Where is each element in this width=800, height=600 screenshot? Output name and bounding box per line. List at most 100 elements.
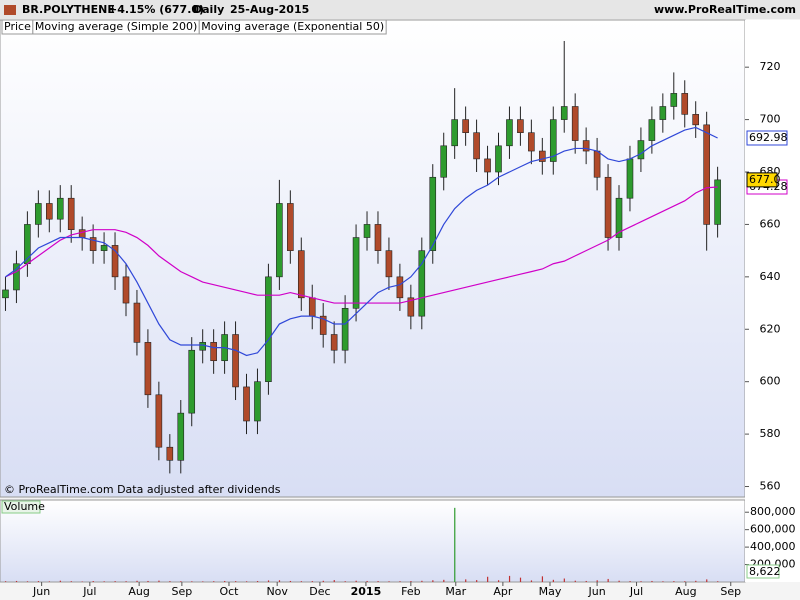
candle-body xyxy=(681,93,689,115)
x-tick-label: Sep xyxy=(720,585,741,598)
x-tick-label: Aug xyxy=(675,585,696,598)
x-tick-label: Dec xyxy=(309,585,330,598)
moving-average-line xyxy=(5,126,718,357)
volume-tag xyxy=(1,500,41,514)
candle-body xyxy=(440,145,448,178)
candle-body xyxy=(13,263,20,291)
volume-bar xyxy=(70,581,72,582)
candle-body xyxy=(254,381,261,422)
legend-entry: Moving average (Exponential 50) xyxy=(201,20,384,33)
volume-bar xyxy=(333,580,335,582)
candle-body xyxy=(560,106,568,120)
volume-bar xyxy=(487,576,489,582)
volume-bar xyxy=(421,580,423,582)
volume-bar xyxy=(563,578,565,582)
candle-body xyxy=(133,302,141,343)
volume-bar xyxy=(344,581,346,582)
x-tick-label: Jun xyxy=(588,585,606,598)
candle-body xyxy=(89,237,97,251)
candle-body xyxy=(582,140,590,152)
volume-bar xyxy=(476,580,478,582)
volume-bar xyxy=(92,581,94,582)
candle-body xyxy=(100,245,108,251)
volume-bar xyxy=(388,581,390,582)
volume-bar xyxy=(267,580,270,582)
volume-bar xyxy=(651,580,653,582)
volume-bar xyxy=(311,581,313,582)
candle-body xyxy=(56,197,64,220)
candle-body xyxy=(637,140,645,160)
candle-body xyxy=(2,289,9,299)
volume-bar xyxy=(366,580,368,582)
close-icon[interactable] xyxy=(4,5,16,15)
volume-bar xyxy=(465,579,467,582)
x-tick-label: Jul xyxy=(82,585,96,598)
volume-bar xyxy=(519,577,522,582)
volume-bar xyxy=(574,580,576,582)
y-tick-label: 560 xyxy=(760,480,781,493)
legend-entry: Moving average (Simple 200) xyxy=(35,20,197,33)
candle-body xyxy=(276,203,283,278)
candle-body xyxy=(308,297,316,317)
volume-bar xyxy=(81,581,83,582)
volume-bar xyxy=(158,580,160,582)
x-tick-label: Mar xyxy=(445,585,466,598)
volume-bar xyxy=(530,580,533,582)
y-tick-label: 720 xyxy=(760,60,781,73)
volume-bar xyxy=(399,581,401,582)
y-tick-label: 600 xyxy=(760,375,781,388)
y-tick-label: 580 xyxy=(760,427,781,440)
volume-bar xyxy=(169,581,171,582)
volume-bar xyxy=(224,580,226,582)
candle-body xyxy=(319,315,327,335)
candle-body xyxy=(363,224,371,238)
volume-bar xyxy=(37,581,40,582)
candle-body xyxy=(297,250,305,299)
candle-body xyxy=(648,119,656,141)
candle-body xyxy=(287,203,294,251)
candle-body xyxy=(539,150,546,162)
x-tick-label: Oct xyxy=(219,585,239,598)
moving-average-line xyxy=(5,186,718,304)
candle-body xyxy=(374,224,382,251)
footer: © ProRealTime.com Data adjusted after di… xyxy=(4,483,281,496)
y-tick-label: 800,000 xyxy=(750,505,796,518)
candle-body xyxy=(166,446,174,461)
volume-bar xyxy=(377,581,379,582)
candle-body xyxy=(484,158,491,173)
volume-bar xyxy=(673,581,675,582)
volume-bar xyxy=(454,507,456,582)
volume-bar xyxy=(618,580,620,582)
volume-bar xyxy=(4,581,7,582)
candle-body xyxy=(341,307,349,351)
x-tick-label: Sep xyxy=(172,585,193,598)
candle-body xyxy=(396,276,404,299)
volume-bar xyxy=(125,581,127,582)
volume-bar xyxy=(48,581,51,582)
candle-body xyxy=(352,237,360,309)
candle-body xyxy=(177,412,185,461)
x-tick-label: Aug xyxy=(128,585,149,598)
volume-bar xyxy=(147,580,149,582)
volume-bar xyxy=(706,579,708,582)
volume-bar xyxy=(180,581,182,582)
candle-body xyxy=(407,297,415,317)
candle-body xyxy=(692,114,699,126)
volume-bar xyxy=(114,581,116,582)
candle-body xyxy=(199,342,206,351)
period: Daily xyxy=(193,3,224,16)
last-value-box xyxy=(746,130,788,146)
candle-body xyxy=(330,334,338,351)
candle-body xyxy=(243,386,250,422)
volume-bar xyxy=(103,581,105,582)
x-tick-label: Feb xyxy=(401,585,420,598)
volume-bar xyxy=(717,581,719,582)
y-tick-label: 660 xyxy=(760,217,781,230)
candle-body xyxy=(604,176,612,238)
candle-body xyxy=(495,145,502,173)
x-tick-label: 2015 xyxy=(351,585,382,598)
candle-body xyxy=(626,158,634,199)
candle-body xyxy=(155,394,163,448)
volume-bar xyxy=(684,581,686,582)
volume-bar xyxy=(629,581,631,582)
